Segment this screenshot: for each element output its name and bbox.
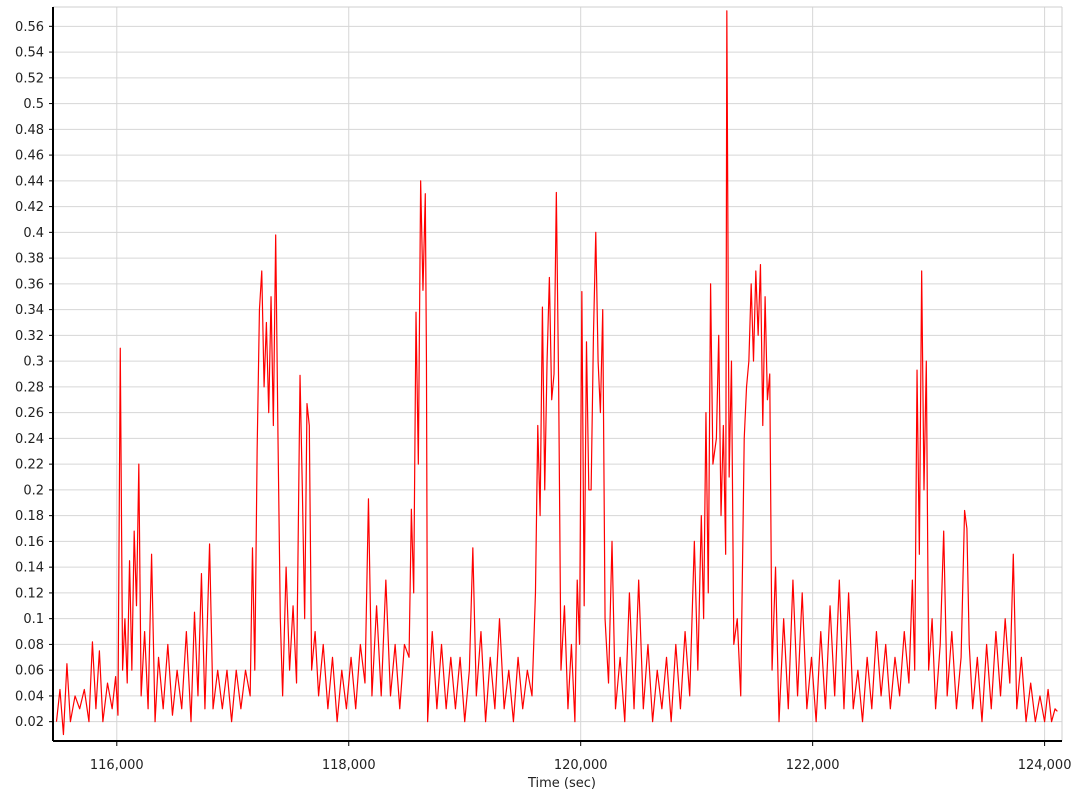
y-tick-label: 0.48 (15, 123, 44, 138)
y-axis-ticks: 0.02 0.04 0.06 0.08 0.1 0.12 0.14 0.16 0.18 0.2 0.… (15, 20, 53, 730)
y-tick-label: 0.26 (15, 406, 44, 421)
x-axis-ticks: 116,000 118,000 120,000 122,000 124,000 (90, 741, 1072, 773)
y-tick-label: 0.24 (15, 432, 44, 447)
x-tick-label: 120,000 (554, 758, 608, 773)
series-line (55, 10, 1058, 736)
y-tick-label: 0.08 (15, 638, 44, 653)
y-tick-label: 0.54 (15, 46, 44, 61)
y-tick-label: 0.44 (15, 174, 44, 189)
y-tick-label: 0.38 (15, 252, 44, 267)
y-tick-label: 0.12 (15, 586, 44, 601)
y-tick-label: 0.28 (15, 380, 44, 395)
x-tick-label: 122,000 (786, 758, 840, 773)
y-tick-label: 0.04 (15, 689, 44, 704)
y-tick-label: 0.32 (15, 329, 44, 344)
x-tick-label: 124,000 (1018, 758, 1072, 773)
x-axis-title: Time (sec) (527, 776, 596, 791)
y-tick-label: 0.36 (15, 277, 44, 292)
y-tick-label: 0.4 (23, 226, 44, 241)
y-tick-label: 0.56 (15, 20, 44, 35)
y-tick-label: 0.18 (15, 509, 44, 524)
x-tick-label: 118,000 (322, 758, 376, 773)
y-tick-label: 0.52 (15, 71, 44, 86)
gridlines (53, 7, 1062, 741)
y-tick-label: 0.3 (23, 355, 44, 370)
y-tick-label: 0.02 (15, 715, 44, 730)
series-layer (55, 10, 1058, 736)
y-tick-label: 0.42 (15, 200, 44, 215)
y-tick-label: 0.16 (15, 535, 44, 550)
y-tick-label: 0.06 (15, 664, 44, 679)
y-tick-label: 0.46 (15, 149, 44, 164)
y-tick-label: 0.22 (15, 458, 44, 473)
x-tick-label: 116,000 (90, 758, 144, 773)
y-tick-label: 0.14 (15, 561, 44, 576)
y-tick-label: 0.5 (23, 97, 44, 112)
y-tick-label: 0.2 (23, 483, 44, 498)
y-tick-label: 0.34 (15, 303, 44, 318)
y-tick-label: 0.1 (23, 612, 44, 627)
